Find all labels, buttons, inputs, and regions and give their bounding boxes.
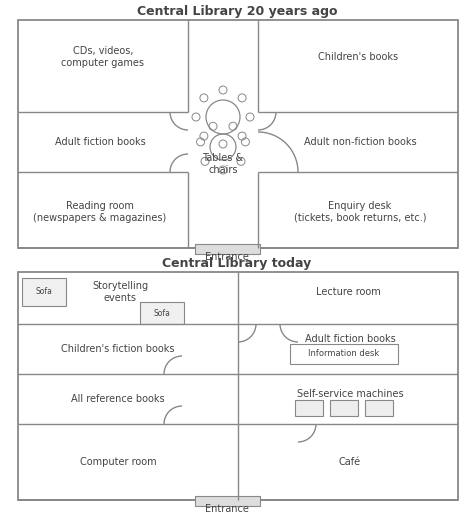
Text: Self-service machines: Self-service machines <box>297 389 403 399</box>
Text: Tables &
chairs: Tables & chairs <box>202 153 244 175</box>
Text: Adult fiction books: Adult fiction books <box>305 334 395 344</box>
Text: Entrance: Entrance <box>205 504 249 512</box>
Bar <box>365 400 393 416</box>
Bar <box>18 272 458 500</box>
Bar <box>18 20 458 248</box>
Text: Lecture room: Lecture room <box>316 287 380 297</box>
Bar <box>195 244 260 254</box>
Bar <box>22 278 66 306</box>
Bar <box>290 344 398 364</box>
Bar <box>295 400 323 416</box>
Text: Enquiry desk
(tickets, book returns, etc.): Enquiry desk (tickets, book returns, etc… <box>294 201 426 223</box>
Text: Adult non-fiction books: Adult non-fiction books <box>304 137 416 147</box>
Bar <box>330 400 358 416</box>
Text: Café: Café <box>339 457 361 467</box>
Bar <box>140 302 184 324</box>
Text: Reading room
(newspapers & magazines): Reading room (newspapers & magazines) <box>33 201 167 223</box>
Text: Central Library 20 years ago: Central Library 20 years ago <box>137 6 337 18</box>
Text: Children's books: Children's books <box>318 52 398 62</box>
Text: Children's fiction books: Children's fiction books <box>61 344 175 354</box>
Text: Entrance: Entrance <box>205 252 249 262</box>
Text: Sofa: Sofa <box>154 309 171 317</box>
Text: Sofa: Sofa <box>36 288 53 296</box>
Text: All reference books: All reference books <box>71 394 165 404</box>
Bar <box>195 496 260 506</box>
Text: Central Library today: Central Library today <box>163 257 311 269</box>
Text: Storytelling
events: Storytelling events <box>92 281 148 303</box>
Text: Computer room: Computer room <box>80 457 156 467</box>
Text: Adult fiction books: Adult fiction books <box>55 137 146 147</box>
Text: Information desk: Information desk <box>309 350 380 358</box>
Text: CDs, videos,
computer games: CDs, videos, computer games <box>62 46 145 68</box>
